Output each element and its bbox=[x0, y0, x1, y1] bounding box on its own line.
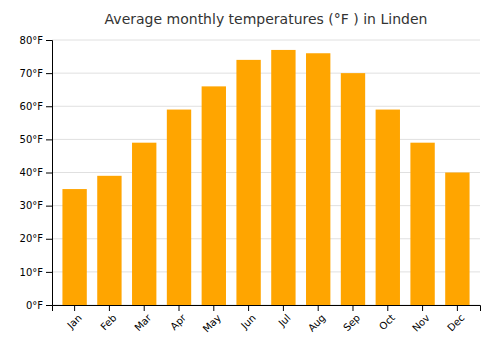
y-tick: 20°F bbox=[20, 233, 52, 244]
bar bbox=[167, 110, 191, 305]
x-tick-label: Aug bbox=[306, 312, 328, 334]
x-axis-line bbox=[53, 306, 481, 312]
y-tick-label: 60°F bbox=[20, 101, 44, 112]
grid-line bbox=[52, 40, 480, 41]
x-tick: Oct bbox=[377, 305, 397, 332]
plot-area: Jan Feb Mar Apr May Jun Jul Aug Sep Oct Nov Dec 0°F 1… bbox=[20, 35, 481, 335]
bar bbox=[132, 143, 156, 305]
y-tick-label: 0°F bbox=[26, 300, 43, 311]
x-tick-mark bbox=[179, 305, 180, 311]
y-tick-label: 50°F bbox=[20, 134, 44, 145]
bar bbox=[410, 143, 434, 305]
y-axis: 0°F 10°F 20°F 30°F 40°F 50°F 60°F 70°F 80°F bbox=[20, 35, 53, 311]
x-tick-label: Dec bbox=[445, 312, 466, 333]
y-tick-label: 70°F bbox=[20, 68, 44, 79]
bar bbox=[445, 173, 469, 306]
x-tick-mark bbox=[248, 305, 249, 311]
x-tick-label: Jan bbox=[64, 312, 83, 331]
y-tick-mark bbox=[46, 239, 52, 240]
y-tick-label: 80°F bbox=[20, 35, 44, 46]
x-tick-mark bbox=[457, 305, 458, 311]
x-tick: Mar bbox=[132, 305, 154, 333]
x-tick-label: Sep bbox=[341, 312, 362, 333]
y-tick-label: 30°F bbox=[20, 200, 44, 211]
y-tick-label: 40°F bbox=[20, 167, 44, 178]
x-tick-label: May bbox=[201, 312, 223, 334]
bar bbox=[236, 60, 260, 305]
x-tick-label: Apr bbox=[168, 311, 189, 332]
grid-line bbox=[52, 139, 480, 140]
y-tick: 60°F bbox=[20, 101, 52, 112]
y-tick-mark bbox=[46, 305, 52, 306]
x-tick: Apr bbox=[168, 305, 189, 332]
chart-container: Jan Feb Mar Apr May Jun Jul Aug Sep Oct Nov Dec 0°F 1… bbox=[0, 0, 500, 350]
x-tick-mark bbox=[318, 305, 319, 311]
x-tick-mark bbox=[74, 305, 75, 311]
title: Average monthly temperatures (°F ) in Li… bbox=[105, 11, 428, 27]
grid bbox=[52, 40, 480, 305]
y-axis-line bbox=[46, 41, 53, 306]
x-axis: Jan Feb Mar Apr May Jun Jul Aug Sep Oct Nov Dec bbox=[53, 305, 481, 334]
bar bbox=[341, 73, 365, 305]
y-tick-mark bbox=[46, 106, 52, 107]
y-tick: 10°F bbox=[20, 267, 52, 278]
x-tick: May bbox=[201, 305, 223, 334]
y-tick-mark bbox=[46, 40, 52, 41]
grid-line bbox=[52, 106, 480, 107]
y-tick: 50°F bbox=[20, 134, 52, 145]
x-tick-mark bbox=[283, 305, 284, 311]
y-tick-label: 10°F bbox=[20, 267, 44, 278]
x-tick: Jun bbox=[238, 305, 258, 332]
y-tick-mark bbox=[46, 173, 52, 174]
x-tick-mark bbox=[144, 305, 145, 311]
x-tick: Jul bbox=[276, 305, 293, 329]
chart-svg: Jan Feb Mar Apr May Jun Jul Aug Sep Oct Nov Dec 0°F 1… bbox=[0, 0, 500, 350]
x-tick: Aug bbox=[306, 305, 328, 334]
bar bbox=[62, 189, 86, 305]
y-tick: 0°F bbox=[26, 300, 52, 311]
x-tick-mark bbox=[422, 305, 423, 311]
y-tick: 80°F bbox=[20, 35, 52, 46]
bar bbox=[97, 176, 121, 305]
y-tick-mark bbox=[46, 272, 52, 273]
y-tick: 40°F bbox=[20, 167, 52, 178]
x-tick-label: Oct bbox=[377, 312, 397, 332]
y-tick-mark bbox=[46, 206, 52, 207]
y-tick: 30°F bbox=[20, 200, 52, 211]
x-tick-label: Nov bbox=[410, 312, 432, 334]
y-tick-mark bbox=[46, 139, 52, 140]
x-tick-label: Feb bbox=[98, 312, 118, 332]
y-tick-mark bbox=[46, 73, 52, 74]
y-tick: 70°F bbox=[20, 68, 52, 79]
x-tick: Jan bbox=[64, 305, 83, 331]
x-tick-mark bbox=[352, 305, 353, 311]
x-tick-mark bbox=[387, 305, 388, 311]
x-tick-label: Jul bbox=[276, 312, 293, 329]
x-tick-mark bbox=[109, 305, 110, 311]
bar bbox=[202, 86, 226, 305]
x-tick-label: Mar bbox=[132, 311, 154, 333]
bar bbox=[271, 50, 295, 305]
bars bbox=[62, 50, 469, 305]
x-tick-mark bbox=[213, 305, 214, 311]
x-tick: Feb bbox=[98, 305, 118, 332]
bar bbox=[376, 110, 400, 305]
grid-line bbox=[52, 73, 480, 74]
bar bbox=[306, 53, 330, 305]
y-tick-label: 20°F bbox=[20, 233, 44, 244]
x-tick: Sep bbox=[341, 305, 362, 333]
x-tick: Nov bbox=[410, 305, 432, 334]
x-tick: Dec bbox=[445, 305, 466, 334]
x-tick-label: Jun bbox=[238, 312, 258, 332]
